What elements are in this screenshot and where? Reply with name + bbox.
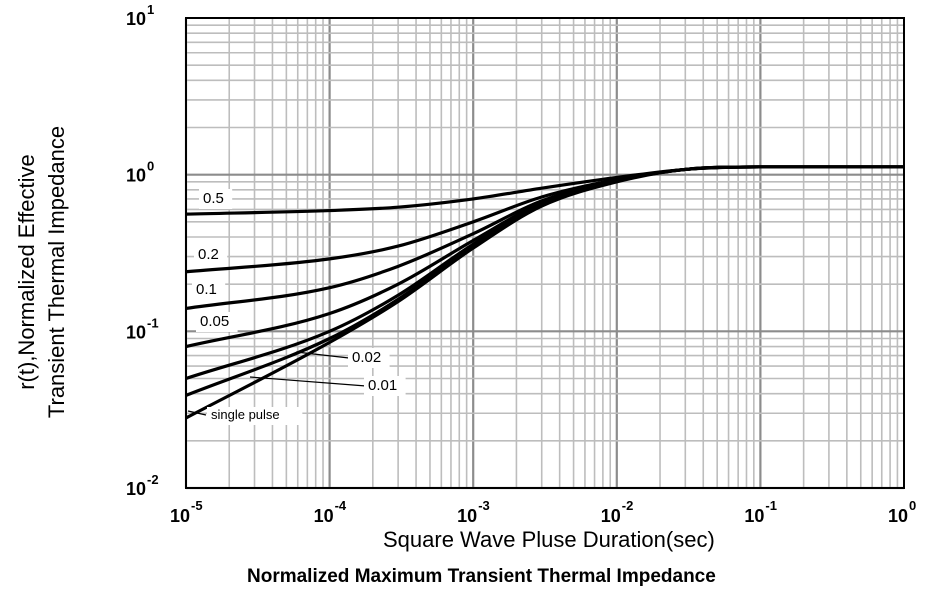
annotation-bg-4	[348, 348, 390, 368]
chart-title: Normalized Maximum Transient Thermal Imp…	[247, 566, 716, 587]
y-axis-label-line-1: r(t),Normalized Effective	[14, 154, 39, 390]
plot-frame	[185, 17, 905, 489]
x-tick-exponent: -2	[622, 498, 634, 513]
x-tick-base: 10	[457, 506, 477, 526]
x-tick-label: 10-3	[457, 498, 490, 526]
grid	[184, 18, 904, 490]
series-line-6	[185, 165, 904, 420]
x-axis-label: Square Wave Pluse Duration(sec)	[383, 527, 715, 552]
annotation-bg-2	[192, 280, 226, 300]
annotation-bg-1	[194, 245, 228, 265]
x-tick-exponent: -1	[765, 498, 777, 513]
y-axis-label-line-2: Transient Thermal Impedance	[44, 125, 69, 419]
y-tick-label: 10 1	[126, 2, 154, 29]
annotation-leaders	[187, 351, 367, 416]
x-tick-exponent: 0	[909, 498, 916, 513]
x-tick-label: 100	[888, 498, 916, 526]
y-tick-exponent: -1	[147, 315, 159, 330]
y-tick-base: 10	[126, 166, 146, 186]
annotation-label-0: 0.5	[203, 190, 224, 207]
x-tick-label: 10-2	[601, 498, 634, 526]
annotation-leader-4	[295, 351, 350, 359]
y-axis-label: r(t),Normalized Effective Transient Ther…	[12, 126, 72, 418]
x-tick-base: 10	[170, 506, 190, 526]
y-tick-exponent: -2	[147, 472, 159, 487]
x-tick-exponent: -5	[191, 498, 203, 513]
y-tick-base: 10	[126, 479, 146, 499]
y-tick-exponent: 0	[147, 159, 154, 174]
x-tick-label: 10-1	[744, 498, 777, 526]
annotation-bg-3	[196, 312, 238, 332]
annotation-label-6: single pulse	[211, 407, 280, 422]
annotation-label-5: 0.01	[368, 377, 397, 394]
x-tick-base: 10	[744, 506, 764, 526]
y-tick-label: 10 -1	[126, 315, 159, 342]
y-axis-label-area: r(t),Normalized Effective Transient Ther…	[0, 0, 90, 500]
annotation-label-4: 0.02	[352, 349, 381, 366]
annotation-leader-5	[249, 376, 367, 387]
y-tick-label: 10 -2	[126, 472, 159, 499]
annotation-leader-6	[187, 410, 207, 416]
series-annotations: 0.5 0.2 0.1 0.05 0.02 0.01 single pulse	[192, 189, 406, 425]
x-tick-base: 10	[314, 506, 334, 526]
y-tick-label: 10 0	[126, 159, 154, 186]
x-tick-base: 10	[888, 506, 908, 526]
x-tick-exponent: -3	[478, 498, 490, 513]
annotation-label-3: 0.05	[200, 313, 229, 330]
annotation-bg-5	[364, 376, 406, 396]
x-tick-base: 10	[601, 506, 621, 526]
y-tick-exponent: 1	[147, 2, 154, 17]
x-tick-exponent: -4	[335, 498, 347, 513]
x-tick-label: 10-5	[170, 498, 203, 526]
y-tick-base: 10	[126, 322, 146, 342]
annotation-label-2: 0.1	[196, 281, 217, 298]
annotation-bg-6	[207, 407, 303, 425]
annotation-label-1: 0.2	[198, 246, 219, 263]
annotation-bg-0	[199, 189, 233, 209]
y-tick-base: 10	[126, 9, 146, 29]
series-lines	[185, 165, 904, 420]
x-tick-label: 10-4	[314, 498, 347, 526]
